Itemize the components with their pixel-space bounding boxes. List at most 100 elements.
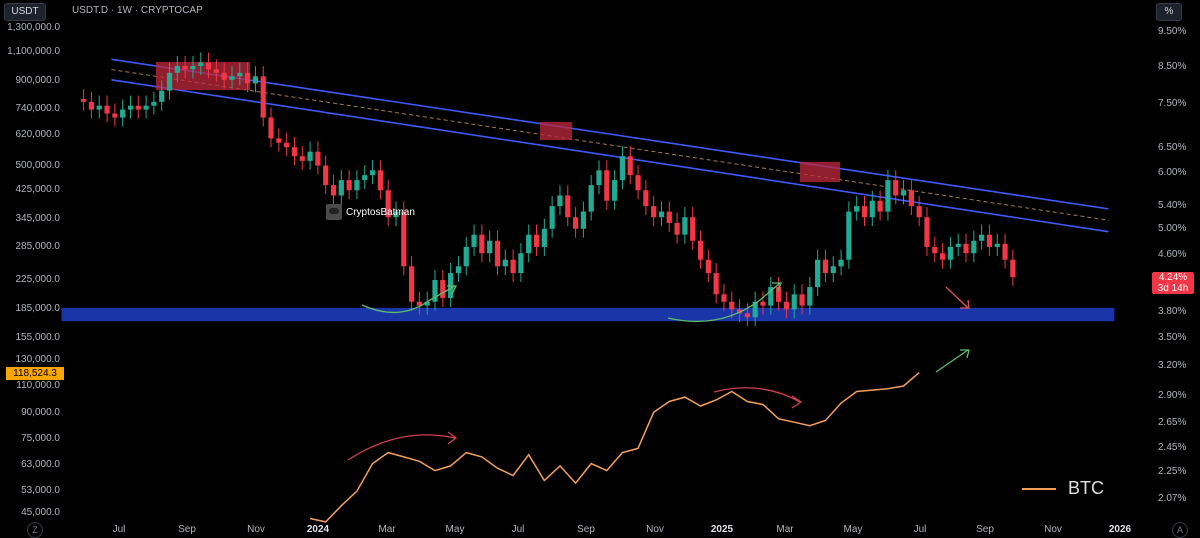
btc-axis-tick-label: 285,000.0 <box>16 241 61 252</box>
candle <box>494 240 501 267</box>
candle <box>362 175 368 181</box>
green-arrow-btc <box>935 349 970 373</box>
candle <box>135 105 141 110</box>
candle <box>971 240 977 254</box>
btc-price-line <box>309 372 920 523</box>
btc-axis-tick-label: 63,000.0 <box>21 459 60 470</box>
current-price-label: 4.24% 3d 14h <box>1152 272 1194 294</box>
candle <box>440 279 446 299</box>
candle <box>268 117 274 139</box>
candle <box>690 217 696 241</box>
time-axis-tick-label: Nov <box>247 524 265 535</box>
candle <box>924 217 930 247</box>
support-zone <box>61 307 1115 322</box>
btc-axis-tick-label: 225,000.0 <box>16 274 61 285</box>
candle <box>697 240 704 260</box>
candle <box>658 211 665 218</box>
btc-axis-tick-label: 345,000.0 <box>16 213 61 224</box>
candle <box>307 151 313 161</box>
channel-upper-line <box>111 58 1109 210</box>
btc-axis-tick-label: 900,000.0 <box>16 75 61 86</box>
candle <box>88 101 95 110</box>
time-axis-tick-label: May <box>446 524 465 535</box>
usdt-axis-tick-label: 2.07% <box>1158 493 1186 504</box>
time-axis-tick-label: Mar <box>378 524 396 535</box>
candle <box>877 200 883 212</box>
time-axis-tick-label: Jul <box>113 524 126 535</box>
btc-axis-tick-label: 155,000.0 <box>16 332 61 343</box>
usdt-axis-tick-label: 2.65% <box>1158 417 1186 428</box>
timezone-icon[interactable]: Z <box>27 522 43 538</box>
candle <box>713 273 719 295</box>
candle <box>151 101 157 106</box>
candle <box>120 109 126 118</box>
author-avatar-icon <box>326 204 342 220</box>
btc-axis-tick-label: 500,000.0 <box>16 160 61 171</box>
candle <box>846 211 852 260</box>
usdt-axis-tick-label: 3.50% <box>1158 332 1186 343</box>
candle <box>916 206 922 218</box>
candle <box>1002 243 1008 260</box>
candle <box>526 234 532 254</box>
candle <box>541 228 547 247</box>
time-axis-tick-label: Sep <box>178 524 196 535</box>
btc-axis-tick-label: 130,000.0 <box>16 354 61 365</box>
usdt-axis-tick-label: 7.50% <box>1158 98 1186 109</box>
time-axis-tick-label: 2024 <box>307 524 330 535</box>
candle <box>776 287 782 302</box>
candle <box>752 301 758 318</box>
candle <box>96 105 102 110</box>
candle <box>502 259 508 267</box>
candle <box>408 266 415 302</box>
candle <box>651 206 657 218</box>
candle <box>252 76 259 84</box>
author-name: CryptosBatman <box>346 206 415 218</box>
candle <box>565 195 571 218</box>
time-axis-tick-label: 2026 <box>1109 524 1132 535</box>
auto-scale-icon[interactable]: A <box>1172 522 1188 538</box>
green-curve-arrow-1 <box>361 285 458 314</box>
candle <box>963 243 969 254</box>
candle <box>455 266 462 274</box>
candle <box>854 206 860 212</box>
candle <box>666 211 672 223</box>
resistance-box-3 <box>800 162 840 182</box>
candle <box>635 175 641 191</box>
candle <box>674 222 680 235</box>
candle <box>760 301 766 306</box>
percent-scale-button[interactable]: % <box>1156 3 1182 21</box>
usdt-axis-tick-label: 3.80% <box>1158 306 1186 317</box>
candle <box>174 65 180 73</box>
candle <box>424 301 430 306</box>
time-axis-tick-label: Mar <box>776 524 794 535</box>
usdt-axis-tick-label: 5.40% <box>1158 200 1186 211</box>
candle <box>822 259 829 274</box>
btc-axis-tick-label: 185,000.0 <box>16 303 61 314</box>
time-axis-tick-label: Jul <box>512 524 525 535</box>
candle <box>736 309 743 314</box>
green-curve-arrow-2 <box>667 282 782 323</box>
candle <box>861 206 868 218</box>
btc-legend-line <box>1022 487 1056 490</box>
btc-axis-tick-label: 1,300,000.0 <box>7 22 60 33</box>
candle <box>838 259 844 267</box>
resistance-box-2 <box>540 122 572 140</box>
candle <box>643 190 649 207</box>
usdt-axis-tick-label: 2.90% <box>1158 390 1186 401</box>
candle <box>198 62 204 66</box>
candle <box>791 294 797 310</box>
btc-axis-tick-label: 740,000.0 <box>16 103 61 114</box>
candle <box>338 180 344 196</box>
author-watermark: CryptosBatman <box>326 204 415 220</box>
symbol-button[interactable]: USDT <box>4 3 46 21</box>
candle <box>393 211 399 218</box>
candle <box>783 301 790 310</box>
candle <box>900 190 907 196</box>
candle <box>315 151 321 166</box>
usdt-axis-tick-label: 4.60% <box>1158 249 1186 260</box>
candle <box>744 313 750 318</box>
time-axis-tick-label: 2025 <box>711 524 734 535</box>
candle <box>612 180 618 201</box>
candle <box>1010 259 1016 278</box>
